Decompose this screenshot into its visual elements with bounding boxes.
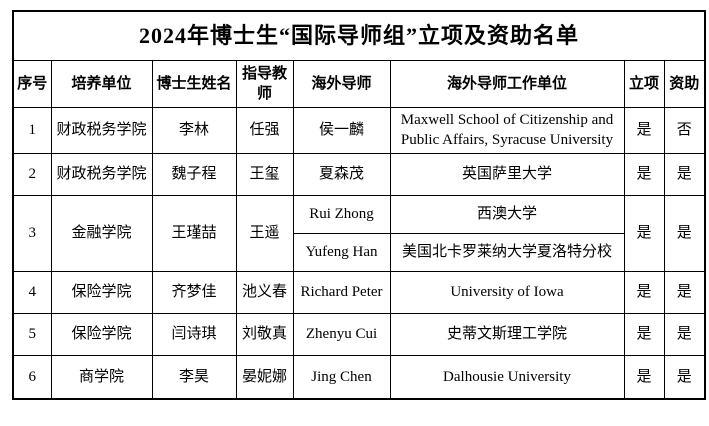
- table-row: 5 保险学院 闫诗琪 刘敬真 Zhenyu Cui 史蒂文斯理工学院 是 是: [12, 312, 706, 356]
- column-header-workplace: 海外导师工作单位: [389, 60, 625, 108]
- cell-unit: 保险学院: [50, 270, 153, 314]
- cell-mentor: Zhenyu Cui: [292, 312, 391, 356]
- table-row: 3 金融学院 王瑾喆 王遥 Rui Zhong 西澳大学 是 是: [12, 194, 706, 272]
- table-subrow: Yufeng Han 美国北卡罗莱纳大学夏洛特分校: [13, 232, 705, 272]
- cell-mentor: 夏森茂: [292, 152, 391, 196]
- table-row: 6 商学院 李昊 晏妮娜 Jing Chen Dalhousie Univers…: [12, 354, 706, 400]
- cell-workplace: Maxwell School of Citizenship and Public…: [389, 107, 625, 154]
- cell-no: 5: [12, 312, 52, 356]
- cell-approved: 是: [623, 354, 665, 400]
- column-header-unit: 培养单位: [50, 60, 153, 108]
- cell-workplace: 美国北卡罗莱纳大学夏洛特分校: [389, 232, 625, 272]
- cell-unit: 金融学院: [50, 194, 153, 272]
- cell-workplace: Dalhousie University: [389, 354, 625, 400]
- page-title: 2024年博士生“国际导师组”立项及资助名单: [12, 10, 706, 61]
- cell-supervisor: 晏妮娜: [235, 354, 294, 400]
- cell-funded: 是: [663, 270, 706, 314]
- cell-funded: 是: [663, 354, 706, 400]
- cell-supervisor: 王遥: [235, 194, 294, 272]
- cell-approved: 是: [623, 152, 665, 196]
- cell-student: 魏子程: [151, 152, 237, 196]
- cell-unit: 商学院: [50, 354, 153, 400]
- cell-no: 6: [12, 354, 52, 400]
- cell-supervisor: 刘敬真: [235, 312, 294, 356]
- header-row: 序号 培养单位 博士生姓名 指导教师 海外导师 海外导师工作单位 立项 资助: [12, 60, 706, 108]
- cell-workplace: 史蒂文斯理工学院: [389, 312, 625, 356]
- column-header-supervisor: 指导教师: [235, 60, 294, 108]
- cell-approved: 是: [623, 107, 665, 154]
- title-row: 2024年博士生“国际导师组”立项及资助名单: [12, 10, 706, 61]
- cell-unit: 财政税务学院: [50, 107, 153, 154]
- cell-supervisor: 王玺: [235, 152, 294, 196]
- table-row: 2 财政税务学院 魏子程 王玺 夏森茂 英国萨里大学 是 是: [12, 152, 706, 196]
- cell-workplace: 西澳大学: [389, 194, 625, 234]
- cell-no: 1: [12, 107, 52, 154]
- cell-student: 王瑾喆: [151, 194, 237, 272]
- cell-funded: 是: [663, 312, 706, 356]
- cell-mentor: 侯一麟: [292, 107, 391, 154]
- cell-approved: 是: [623, 312, 665, 356]
- funding-table: 2024年博士生“国际导师组”立项及资助名单 序号 培养单位 博士生姓名 指导教…: [12, 10, 707, 400]
- cell-approved: 是: [623, 270, 665, 314]
- column-header-no: 序号: [12, 60, 52, 108]
- column-header-student: 博士生姓名: [151, 60, 237, 108]
- cell-workplace: 英国萨里大学: [389, 152, 625, 196]
- cell-funded: 是: [663, 152, 706, 196]
- cell-supervisor: 任强: [235, 107, 294, 154]
- cell-student: 齐梦佳: [151, 270, 237, 314]
- cell-funded: 是: [663, 194, 706, 272]
- cell-no: 2: [12, 152, 52, 196]
- column-header-funded: 资助: [663, 60, 706, 108]
- cell-funded: 否: [663, 107, 706, 154]
- cell-student: 闫诗琪: [151, 312, 237, 356]
- cell-mentor: Yufeng Han: [292, 232, 391, 272]
- table-row: 1 财政税务学院 李林 任强 侯一麟 Maxwell School of Cit…: [12, 107, 706, 154]
- cell-mentor: Richard Peter: [292, 270, 391, 314]
- cell-supervisor: 池义春: [235, 270, 294, 314]
- cell-student: 李林: [151, 107, 237, 154]
- cell-no: 3: [12, 194, 52, 272]
- cell-unit: 财政税务学院: [50, 152, 153, 196]
- column-header-approved: 立项: [623, 60, 665, 108]
- cell-unit: 保险学院: [50, 312, 153, 356]
- cell-no: 4: [12, 270, 52, 314]
- cell-mentor: Jing Chen: [292, 354, 391, 400]
- table-row: 4 保险学院 齐梦佳 池义春 Richard Peter University …: [12, 270, 706, 314]
- cell-mentor: Rui Zhong: [292, 194, 391, 234]
- cell-approved: 是: [623, 194, 665, 272]
- cell-workplace: University of Iowa: [389, 270, 625, 314]
- cell-student: 李昊: [151, 354, 237, 400]
- column-header-mentor: 海外导师: [292, 60, 391, 108]
